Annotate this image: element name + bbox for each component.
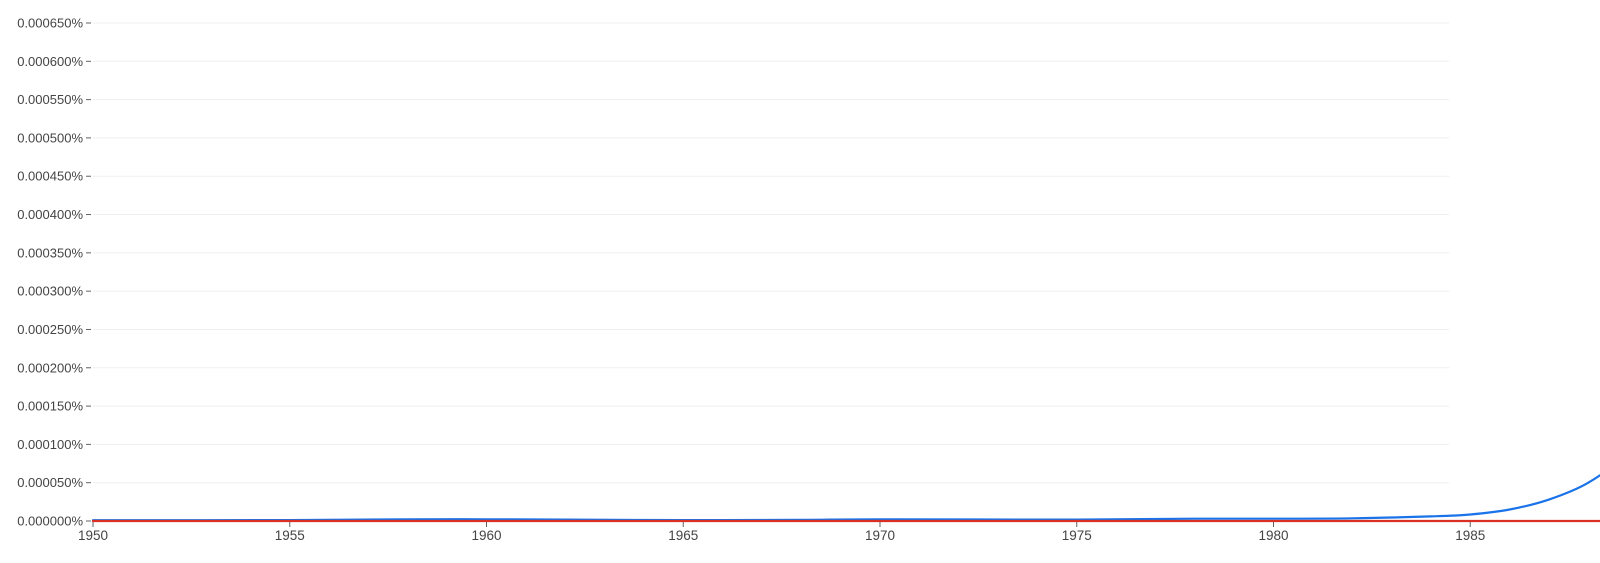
y-tick-label: 0.000650% (17, 16, 83, 31)
y-tick-label: 0.000450% (17, 169, 83, 184)
y-tick-label: 0.000050% (17, 475, 83, 490)
series-line-biodiversity[interactable] (91, 99, 1600, 522)
x-tick-label: 1970 (865, 528, 895, 543)
axes: 0.000000% 0.000050% 0.000100% 0.000150% 0.00… (17, 16, 1485, 544)
x-tick-label: 1950 (78, 528, 108, 543)
y-tick-label: 0.000400% (17, 207, 83, 222)
y-tick-label: 0.000300% (17, 284, 83, 299)
y-tick-label: 0.000500% (17, 130, 83, 145)
y-tick-label: 0.000350% (17, 245, 83, 260)
y-tick-label: 0.000550% (17, 92, 83, 107)
y-tick-label: 0.000000% (17, 514, 83, 529)
series-line-geodiversity[interactable] (91, 519, 1600, 523)
x-tick-label: 1980 (1258, 528, 1288, 543)
y-tick-label: 0.000150% (17, 399, 83, 414)
y-tick-label: 0.000200% (17, 360, 83, 375)
x-tick-label: 1975 (1062, 528, 1092, 543)
x-tick-label: 1960 (471, 528, 501, 543)
series-lines (91, 99, 1600, 523)
x-tick-label: 1985 (1455, 528, 1485, 543)
y-tick-label: 0.000100% (17, 437, 83, 452)
y-tick-label: 0.000600% (17, 54, 83, 69)
x-tick-label: 1965 (668, 528, 698, 543)
y-tick-label: 0.000250% (17, 322, 83, 337)
x-tick-label: 1955 (275, 528, 305, 543)
grid (93, 22, 1449, 484)
